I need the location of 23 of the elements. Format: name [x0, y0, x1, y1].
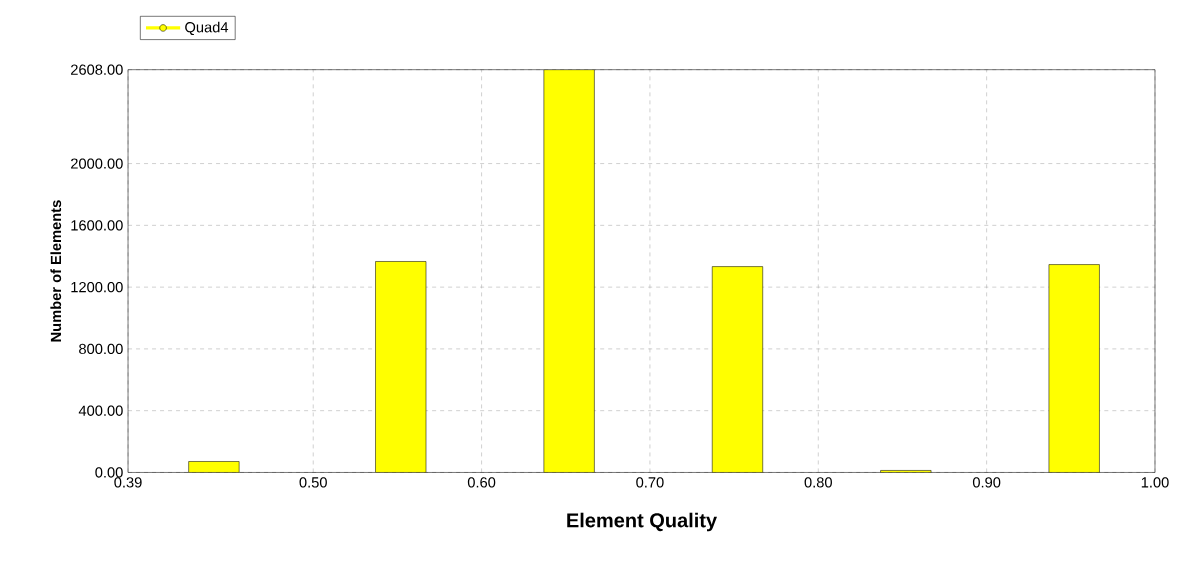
bar	[188, 460, 240, 473]
x-tick-label: 0.80	[804, 476, 832, 488]
y-tick-label: 2608.00	[71, 64, 123, 75]
x-tick-label: 0.70	[636, 476, 664, 488]
bar	[1048, 264, 1100, 473]
y-tick-label: 0.00	[95, 467, 123, 478]
bar	[880, 469, 932, 473]
y-tick-label: 1600.00	[71, 219, 123, 231]
y-tick-label: 2000.00	[71, 158, 123, 169]
legend-label: Quad4	[185, 21, 229, 35]
bar	[375, 260, 427, 473]
y-tick-label: 800.00	[79, 343, 123, 354]
bar	[711, 266, 763, 473]
y-tick-label: 400.00	[78, 405, 123, 416]
y-tick-label: 1200.00	[71, 281, 123, 293]
x-tick-label: 0.50	[299, 476, 327, 488]
x-tick-label: 0.39	[114, 476, 142, 488]
bar	[543, 69, 595, 473]
x-tick-label: 0.60	[467, 476, 496, 488]
x-tick-label: 1.00	[1141, 476, 1169, 488]
x-tick-label: 0.90	[972, 476, 1001, 488]
x-axis-title: Element Quality	[567, 512, 717, 532]
y-axis-title: Number of Elements	[50, 200, 62, 342]
